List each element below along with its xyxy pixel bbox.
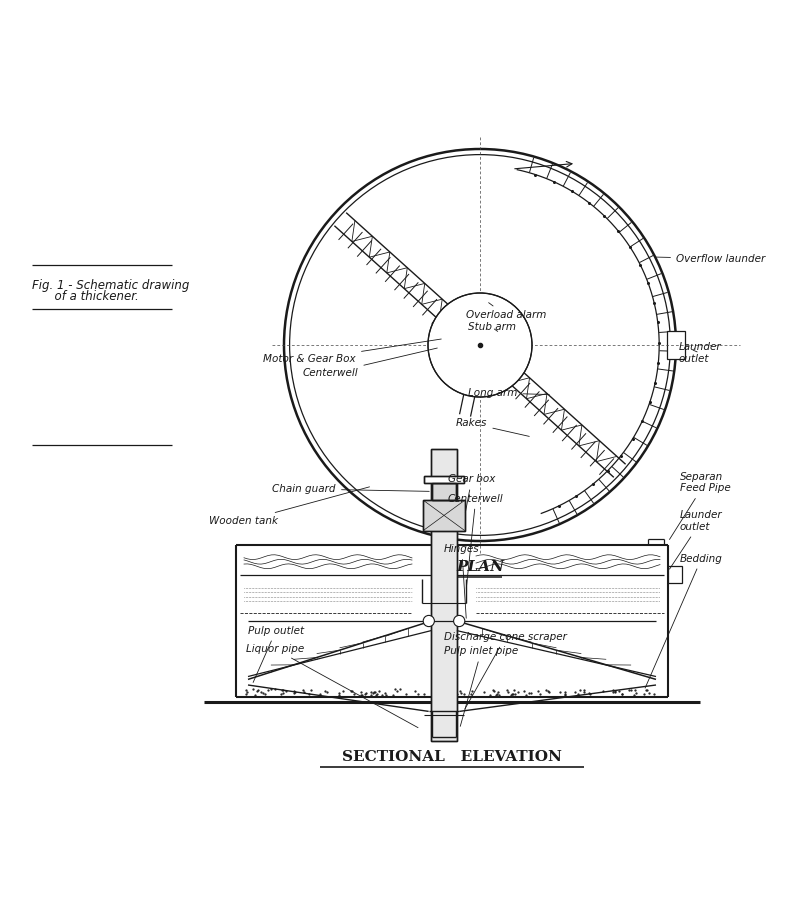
Text: Stub arm: Stub arm (468, 323, 516, 333)
Text: Launder
outlet: Launder outlet (678, 342, 721, 364)
Text: Centerwell: Centerwell (448, 494, 504, 588)
Text: of a thickener.: of a thickener. (32, 291, 138, 304)
Text: Overload alarm: Overload alarm (466, 303, 546, 321)
Text: Liquor pipe: Liquor pipe (246, 644, 418, 728)
Bar (431, 449, 457, 741)
Text: Discharge cone scraper: Discharge cone scraper (444, 632, 567, 709)
Bar (423, 500, 465, 531)
Text: Bedding: Bedding (645, 554, 723, 688)
Text: Wooden tank: Wooden tank (210, 487, 370, 526)
Bar (424, 477, 464, 483)
Text: Hinges: Hinges (444, 544, 480, 618)
Circle shape (466, 331, 494, 360)
Text: Chain guard: Chain guard (273, 484, 430, 494)
Circle shape (454, 615, 465, 627)
Text: PLAN: PLAN (456, 560, 504, 573)
Bar (424, 477, 464, 483)
Text: Centerwell: Centerwell (302, 348, 438, 378)
Circle shape (428, 293, 532, 397)
Text: Rakes: Rakes (456, 419, 530, 437)
Circle shape (423, 615, 434, 627)
Text: Pulp inlet pipe: Pulp inlet pipe (444, 646, 518, 727)
Text: SECTIONAL   ELEVATION: SECTIONAL ELEVATION (342, 750, 562, 764)
Text: Pulp outlet: Pulp outlet (248, 626, 304, 682)
Circle shape (440, 305, 520, 385)
Bar (431, 449, 457, 741)
Bar (432, 483, 456, 500)
Bar (432, 483, 456, 500)
Bar (667, 331, 685, 360)
Text: Launder
outlet: Launder outlet (670, 510, 722, 569)
Text: Fig. 1 - Schematic drawing: Fig. 1 - Schematic drawing (32, 278, 190, 292)
Text: Overflow launder: Overflow launder (655, 254, 766, 264)
Bar (668, 566, 682, 583)
Text: Gear box: Gear box (448, 475, 495, 513)
Bar (423, 500, 465, 531)
Text: Long arm: Long arm (468, 388, 550, 398)
Text: Motor & Gear Box: Motor & Gear Box (263, 339, 442, 364)
Text: Separan
Feed Pipe: Separan Feed Pipe (670, 472, 730, 539)
